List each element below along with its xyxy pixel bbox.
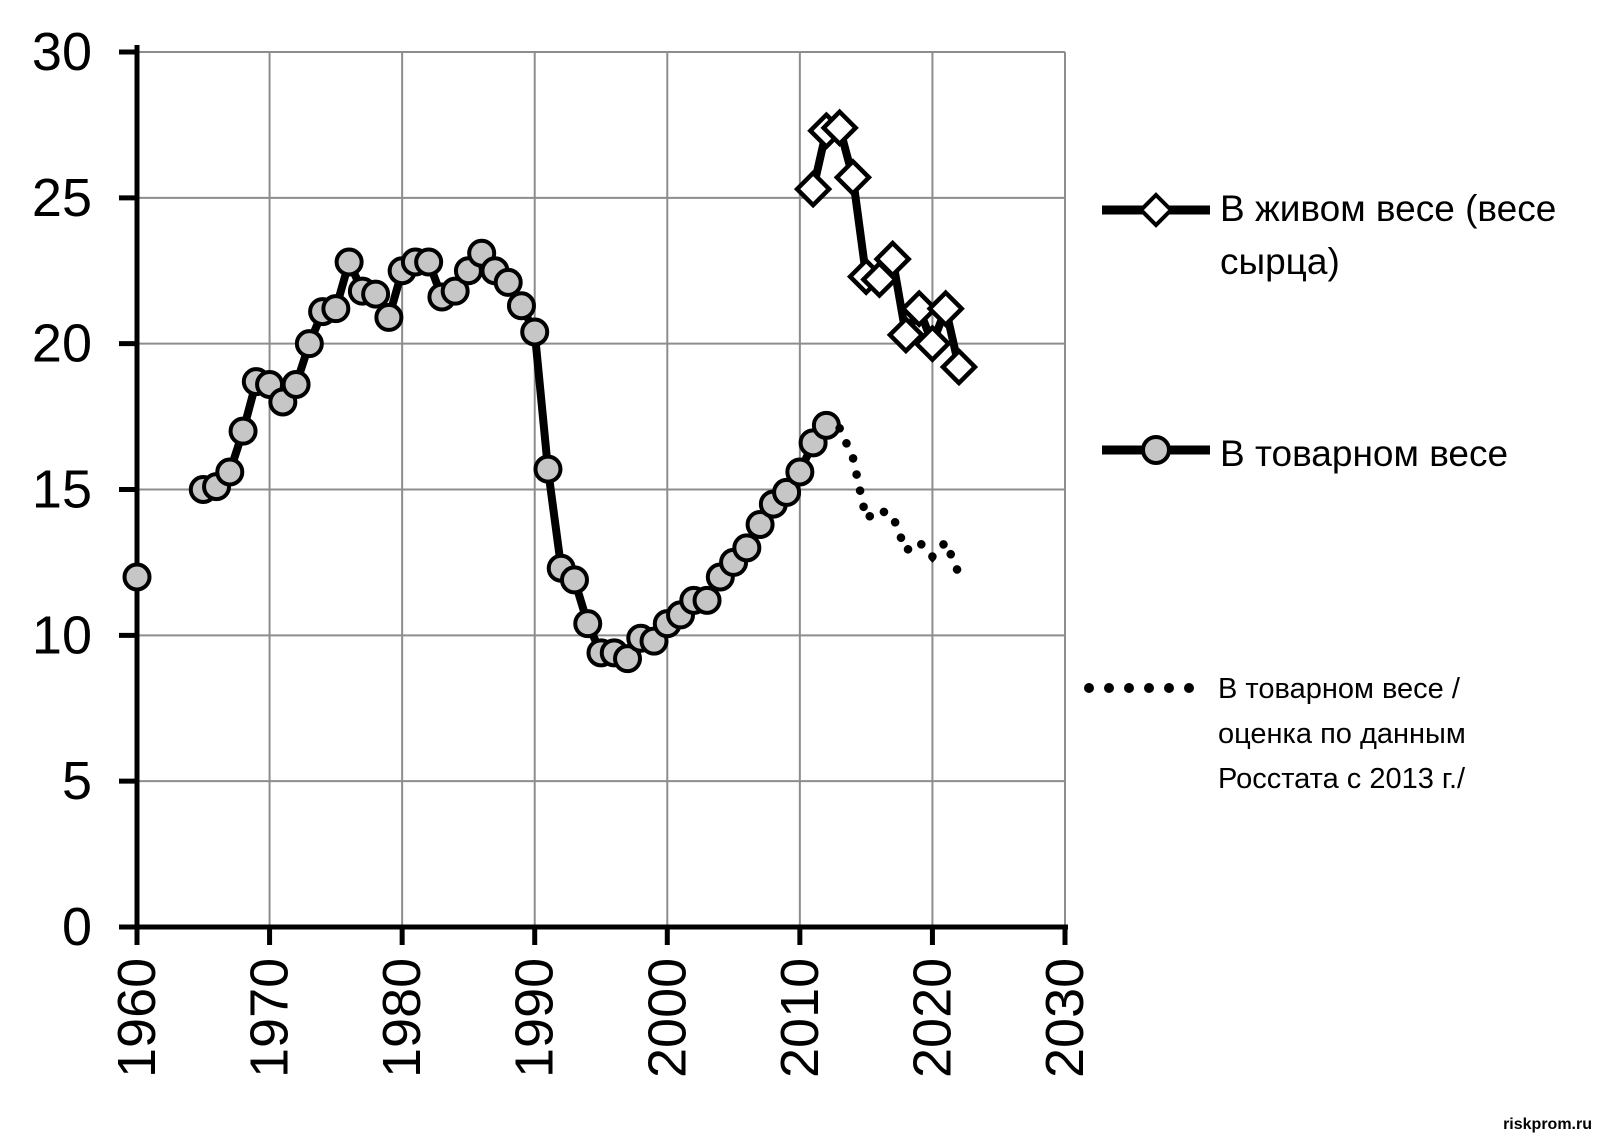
x-tick-label: 2030 <box>1035 958 1095 1078</box>
legend-label-commodity-weight: В товарном весе <box>1220 433 1509 474</box>
x-tick-label: 1980 <box>372 958 432 1078</box>
data-point-circle <box>785 457 815 487</box>
data-point-circle <box>533 454 563 484</box>
y-tick-label: 10 <box>32 605 92 665</box>
series-commodity-weight <box>122 238 841 674</box>
tick-labels: 0 5 10 15 20 25 30 1960 1970 1980 1990 2000 2010 2020… <box>32 22 1095 1078</box>
gridlines <box>137 51 1066 927</box>
data-point-circle <box>294 329 324 359</box>
watermark: riskprom.ru <box>1503 1116 1592 1133</box>
y-tick-label: 15 <box>32 460 92 520</box>
data-point-diamond <box>793 169 833 209</box>
legend-marker-estimate <box>1084 683 1194 693</box>
data-point-diamond <box>886 315 926 355</box>
x-tick-label: 1970 <box>240 958 300 1078</box>
data-point-circle <box>613 644 643 674</box>
data-point-circle <box>772 477 802 507</box>
data-point-diamond <box>873 239 912 279</box>
data-point-diamond <box>913 324 952 363</box>
data-point-circle <box>573 609 603 639</box>
data-point-circle <box>745 510 775 539</box>
data-point-diamond <box>926 289 965 328</box>
y-tick-label: 30 <box>32 22 92 82</box>
y-tick-label: 25 <box>32 168 92 228</box>
x-tick-label: 2010 <box>770 958 830 1078</box>
data-point-circle <box>122 562 152 592</box>
legend-marker-live-weight <box>1102 192 1210 228</box>
legend-marker-commodity-weight <box>1102 435 1210 465</box>
data-point-circle <box>374 302 404 332</box>
y-tick-label: 20 <box>32 314 92 374</box>
data-point-circle <box>281 370 311 399</box>
data-point-circle <box>334 247 364 277</box>
data-point-circle <box>559 565 589 595</box>
data-point-diamond <box>833 158 873 197</box>
legend-label-live-weight: В живом весе (весе сырца) <box>1220 188 1557 282</box>
x-tick-label: 2020 <box>902 958 962 1078</box>
data-point-diamond <box>820 108 859 148</box>
series-live-weight <box>793 108 979 387</box>
y-tick-label: 0 <box>62 897 92 957</box>
circle-marker-icon <box>1141 435 1171 465</box>
data-point-circle <box>732 533 762 563</box>
legend-label-estimate: В товарном весе /оценка по данным Росста… <box>1218 673 1466 795</box>
x-tick-label: 1990 <box>505 958 565 1078</box>
data-point-diamond <box>899 289 939 328</box>
axes <box>119 45 1068 945</box>
data-point-circle <box>811 410 841 440</box>
diamond-marker-icon <box>1138 192 1174 228</box>
dotted-line-icon <box>1084 683 1194 693</box>
series-commodity-weight-estimate <box>835 424 964 579</box>
data-point-circle <box>493 267 523 297</box>
data-point-circle <box>321 294 351 324</box>
data-point-circle <box>361 279 391 309</box>
y-tick-label: 5 <box>62 751 92 811</box>
data-point-circle <box>506 291 536 321</box>
x-tick-label: 2000 <box>637 958 697 1078</box>
x-tick-label: 1960 <box>107 958 167 1078</box>
data-point-circle <box>520 317 550 347</box>
data-point-diamond <box>939 347 979 387</box>
data-point-circle <box>228 416 258 446</box>
data-point-circle <box>414 247 444 277</box>
data-point-circle <box>692 585 722 615</box>
data-point-circle <box>215 457 245 487</box>
data-point-circle <box>440 276 470 306</box>
